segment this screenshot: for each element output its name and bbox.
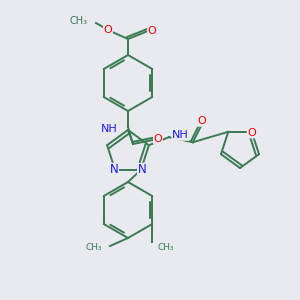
Text: CH₃: CH₃	[85, 244, 102, 253]
Text: O: O	[103, 25, 112, 35]
Text: CH₃: CH₃	[157, 244, 174, 253]
Text: O: O	[197, 116, 206, 126]
Text: O: O	[248, 128, 256, 138]
Text: N: N	[110, 163, 118, 176]
Text: CH₃: CH₃	[70, 16, 88, 26]
Text: NH: NH	[101, 124, 118, 134]
Text: O: O	[154, 134, 162, 144]
Text: N: N	[138, 163, 146, 176]
Text: O: O	[148, 26, 156, 36]
Text: NH: NH	[172, 130, 189, 140]
